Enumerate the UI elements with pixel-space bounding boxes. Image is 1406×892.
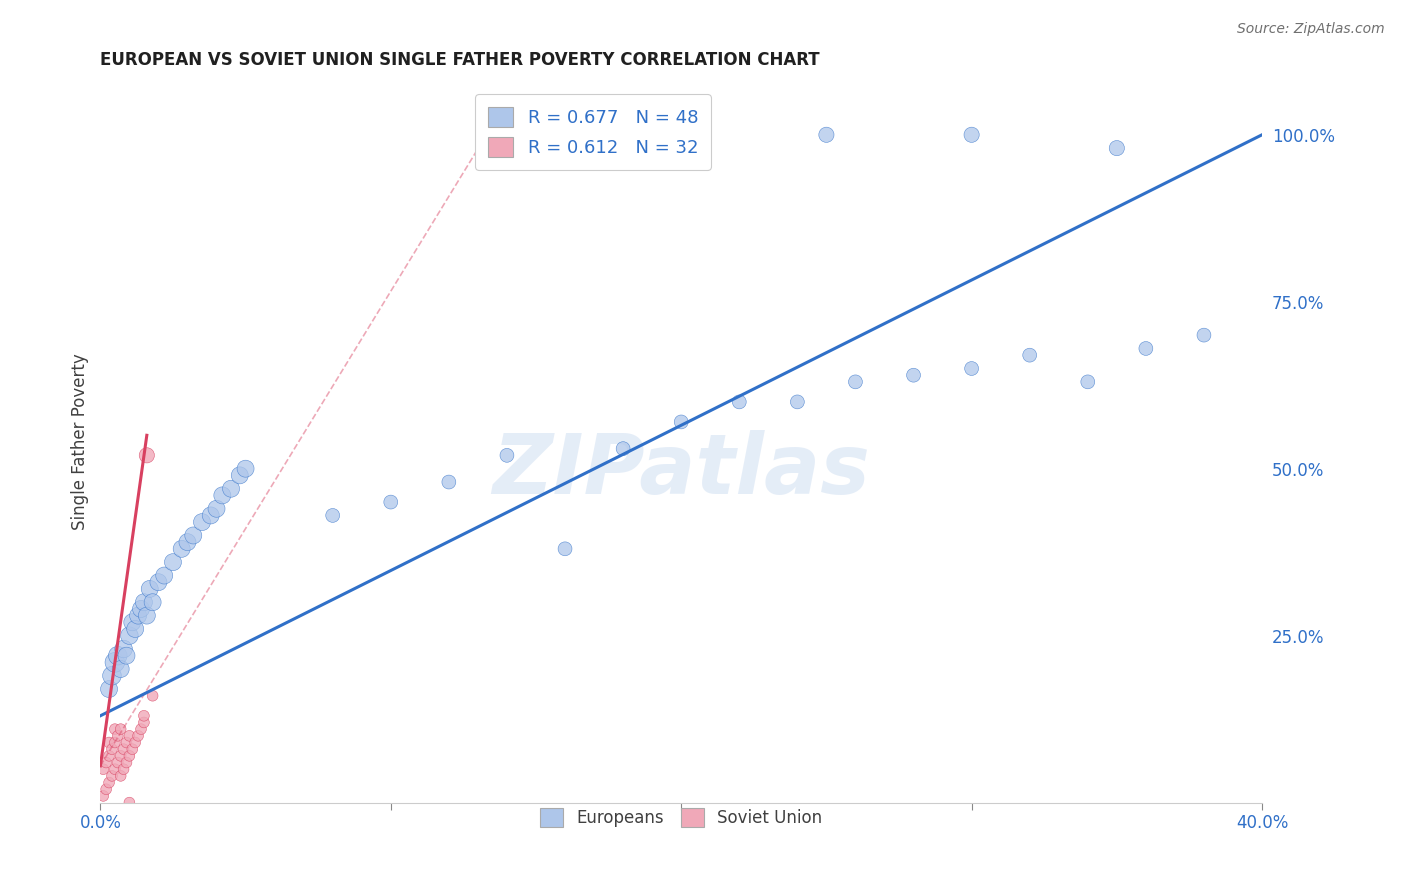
Point <box>815 128 838 142</box>
Point <box>101 769 124 783</box>
Point <box>176 535 198 549</box>
Point <box>380 495 402 509</box>
Point <box>135 608 157 623</box>
Point <box>129 602 152 616</box>
Point <box>115 735 138 749</box>
Point <box>91 762 114 776</box>
Point <box>104 735 127 749</box>
Point <box>127 729 149 743</box>
Point <box>903 368 925 383</box>
Point <box>98 735 121 749</box>
Point <box>1018 348 1040 362</box>
Point <box>153 568 176 582</box>
Point <box>104 656 127 670</box>
Point <box>101 669 124 683</box>
Point <box>112 762 135 776</box>
Point <box>96 782 118 797</box>
Point <box>669 415 692 429</box>
Point <box>437 475 460 489</box>
Legend: Europeans, Soviet Union: Europeans, Soviet Union <box>533 801 830 834</box>
Point <box>118 729 141 743</box>
Point <box>132 715 155 730</box>
Point <box>496 448 519 462</box>
Text: EUROPEAN VS SOVIET UNION SINGLE FATHER POVERTY CORRELATION CHART: EUROPEAN VS SOVIET UNION SINGLE FATHER P… <box>100 51 820 69</box>
Point <box>96 756 118 770</box>
Y-axis label: Single Father Poverty: Single Father Poverty <box>72 353 89 531</box>
Point <box>98 748 121 763</box>
Point <box>728 395 751 409</box>
Point <box>110 748 132 763</box>
Point <box>1135 342 1157 356</box>
Point <box>118 748 141 763</box>
Point <box>101 742 124 756</box>
Point <box>91 789 114 803</box>
Point <box>170 541 193 556</box>
Point <box>121 615 143 630</box>
Point <box>181 528 204 542</box>
Point <box>960 128 983 142</box>
Text: ZIPatlas: ZIPatlas <box>492 430 870 511</box>
Point <box>107 729 129 743</box>
Point <box>1077 375 1099 389</box>
Point <box>132 708 155 723</box>
Point <box>142 595 165 609</box>
Point <box>107 648 129 663</box>
Point <box>786 395 808 409</box>
Point <box>110 769 132 783</box>
Point <box>200 508 222 523</box>
Point <box>112 642 135 657</box>
Point <box>124 735 146 749</box>
Point <box>205 501 228 516</box>
Point <box>211 488 233 502</box>
Point <box>148 575 170 590</box>
Point <box>98 681 121 696</box>
Point <box>162 555 184 569</box>
Point <box>104 762 127 776</box>
Point <box>118 796 141 810</box>
Point <box>132 595 155 609</box>
Point <box>135 448 157 462</box>
Point <box>124 622 146 636</box>
Point <box>112 742 135 756</box>
Point <box>219 482 242 496</box>
Point <box>229 468 252 483</box>
Point <box>127 608 149 623</box>
Text: Source: ZipAtlas.com: Source: ZipAtlas.com <box>1237 22 1385 37</box>
Point <box>98 775 121 789</box>
Point <box>129 722 152 736</box>
Point <box>118 629 141 643</box>
Point <box>104 722 127 736</box>
Point <box>191 515 214 529</box>
Point <box>115 756 138 770</box>
Point <box>142 689 165 703</box>
Point <box>235 461 257 475</box>
Point <box>960 361 983 376</box>
Point <box>138 582 160 596</box>
Point <box>322 508 344 523</box>
Point <box>1105 141 1128 155</box>
Point <box>115 648 138 663</box>
Point <box>554 541 576 556</box>
Point <box>612 442 634 456</box>
Point <box>110 662 132 676</box>
Point <box>107 756 129 770</box>
Point <box>110 722 132 736</box>
Point <box>1192 328 1215 343</box>
Point <box>121 742 143 756</box>
Point <box>844 375 866 389</box>
